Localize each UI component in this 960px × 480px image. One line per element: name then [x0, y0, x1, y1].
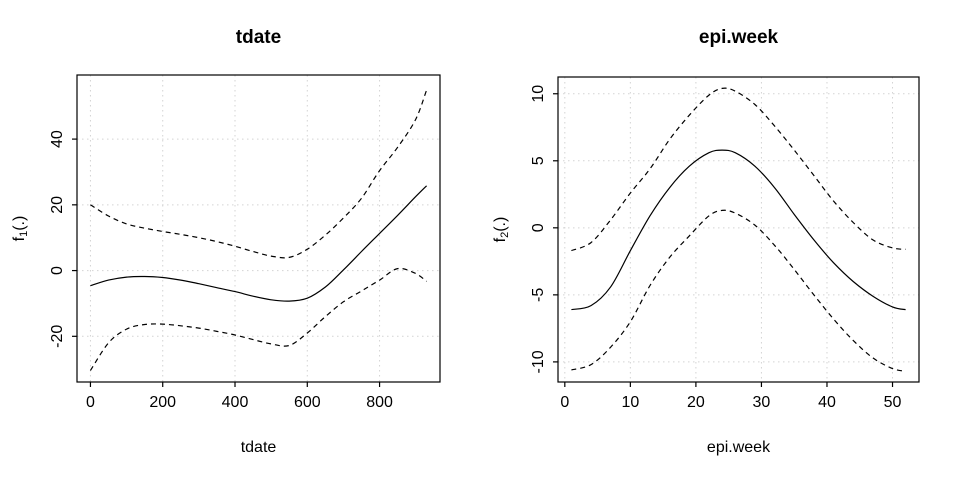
upper-95ci-line: [571, 87, 906, 252]
x-tick-label: 0: [86, 394, 95, 411]
y-tick-label: 5: [530, 156, 547, 165]
lower-95ci-line: [89, 267, 427, 371]
y-tick-label: -10: [530, 350, 547, 373]
x-tick-label: 40: [818, 394, 836, 411]
y-tick-label: -5: [530, 288, 547, 302]
plot-box: [557, 76, 920, 383]
x-tick-label: 50: [884, 394, 902, 411]
y-tick-label: 0: [530, 223, 547, 232]
x-tick-label: 0: [560, 394, 569, 411]
x-tick-label: 30: [753, 394, 771, 411]
x-tick-label: 800: [366, 394, 393, 411]
y-tick-label: 20: [49, 196, 66, 214]
y-tick-label: 0: [49, 266, 66, 275]
plot-title: tdate: [236, 27, 281, 48]
y-tick-label: 40: [49, 130, 66, 148]
x-tick-label: 10: [621, 394, 639, 411]
x-axis-label: epi.week: [707, 439, 771, 456]
x-tick-label: 400: [222, 394, 249, 411]
plot-title: epi.week: [699, 27, 779, 48]
fit-line: [90, 185, 428, 302]
x-axis-label: tdate: [241, 439, 277, 456]
y-axis-label: f1(.): [11, 216, 30, 242]
y-tick-label: -20: [49, 325, 66, 348]
fit-line: [571, 149, 906, 311]
x-tick-label: 20: [687, 394, 705, 411]
plot-box: [76, 74, 441, 383]
plot-epi-week: 0 10 20 30 40 50 -10 -5 0 5 10 epi.week epi.week f2(.…: [492, 27, 920, 456]
y-axis-label: f2(.): [492, 217, 511, 243]
plot-tdate: 0 200 400 600 800 -20 0 20 40 tdate tdate f1(.): [11, 27, 441, 456]
x-tick-label: 600: [294, 394, 321, 411]
upper-95ci-line: [90, 89, 428, 259]
y-tick-label: 10: [530, 85, 547, 103]
lower-95ci-line: [571, 209, 906, 372]
x-tick-label: 200: [149, 394, 176, 411]
